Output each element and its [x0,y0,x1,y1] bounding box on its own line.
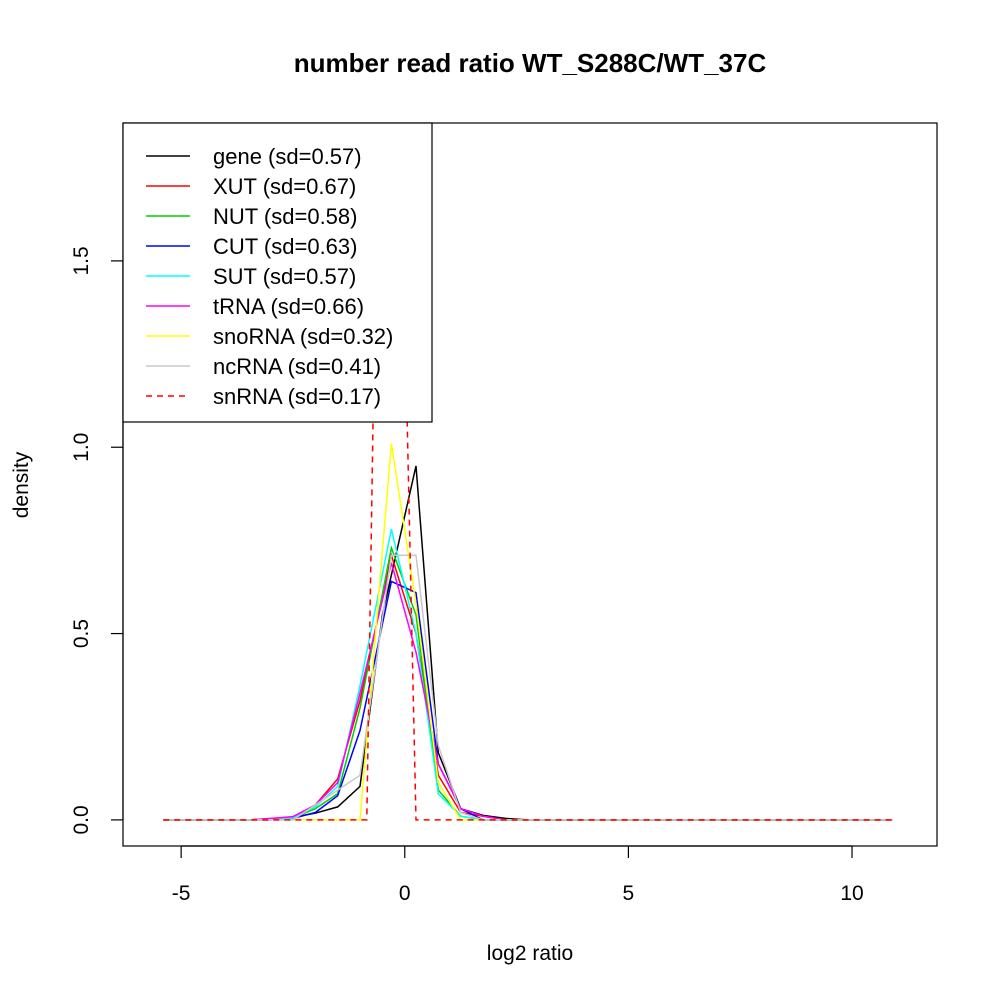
series-line-4 [163,529,893,821]
x-tick-label: -5 [172,882,191,905]
legend-label: snRNA (sd=0.17) [213,384,381,409]
legend-label: tRNA (sd=0.66) [213,294,364,319]
y-tick-label: 0.0 [70,805,93,834]
legend-label: ncRNA (sd=0.41) [213,354,381,379]
y-axis-label: density [10,451,33,518]
y-axis: 0.0 0.5 1.0 1.5 [70,246,124,835]
series-line-2 [163,545,893,821]
x-axis: -5 0 5 10 [172,845,864,905]
series-line-6 [163,443,893,821]
x-tick-label: 10 [840,882,863,905]
x-tick-label: 5 [623,882,635,905]
y-tick-label: 0.5 [70,619,93,648]
series-line-8 [163,123,893,821]
legend-label: CUT (sd=0.63) [213,234,357,259]
x-tick-label: 0 [399,882,411,905]
y-tick-label: 1.0 [70,433,93,462]
legend-label: XUT (sd=0.67) [213,174,356,199]
series-line-1 [163,552,893,821]
legend: gene (sd=0.57) XUT (sd=0.67) NUT (sd=0.58)… [122,122,433,423]
series-line-7 [163,554,893,821]
legend-label: gene (sd=0.57) [213,144,362,169]
series-layer [163,123,893,821]
series-line-0 [163,465,893,821]
legend-label: NUT (sd=0.58) [213,204,357,229]
legend-label: SUT (sd=0.57) [213,264,356,289]
series-line-3 [163,580,893,821]
x-axis-label: log2 ratio [487,942,573,965]
chart-title: number read ratio WT_S288C/WT_37C [294,48,767,78]
y-tick-label: 1.5 [70,246,93,275]
legend-label: snoRNA (sd=0.32) [213,324,393,349]
legend-box [122,122,433,423]
series-line-5 [163,562,893,821]
